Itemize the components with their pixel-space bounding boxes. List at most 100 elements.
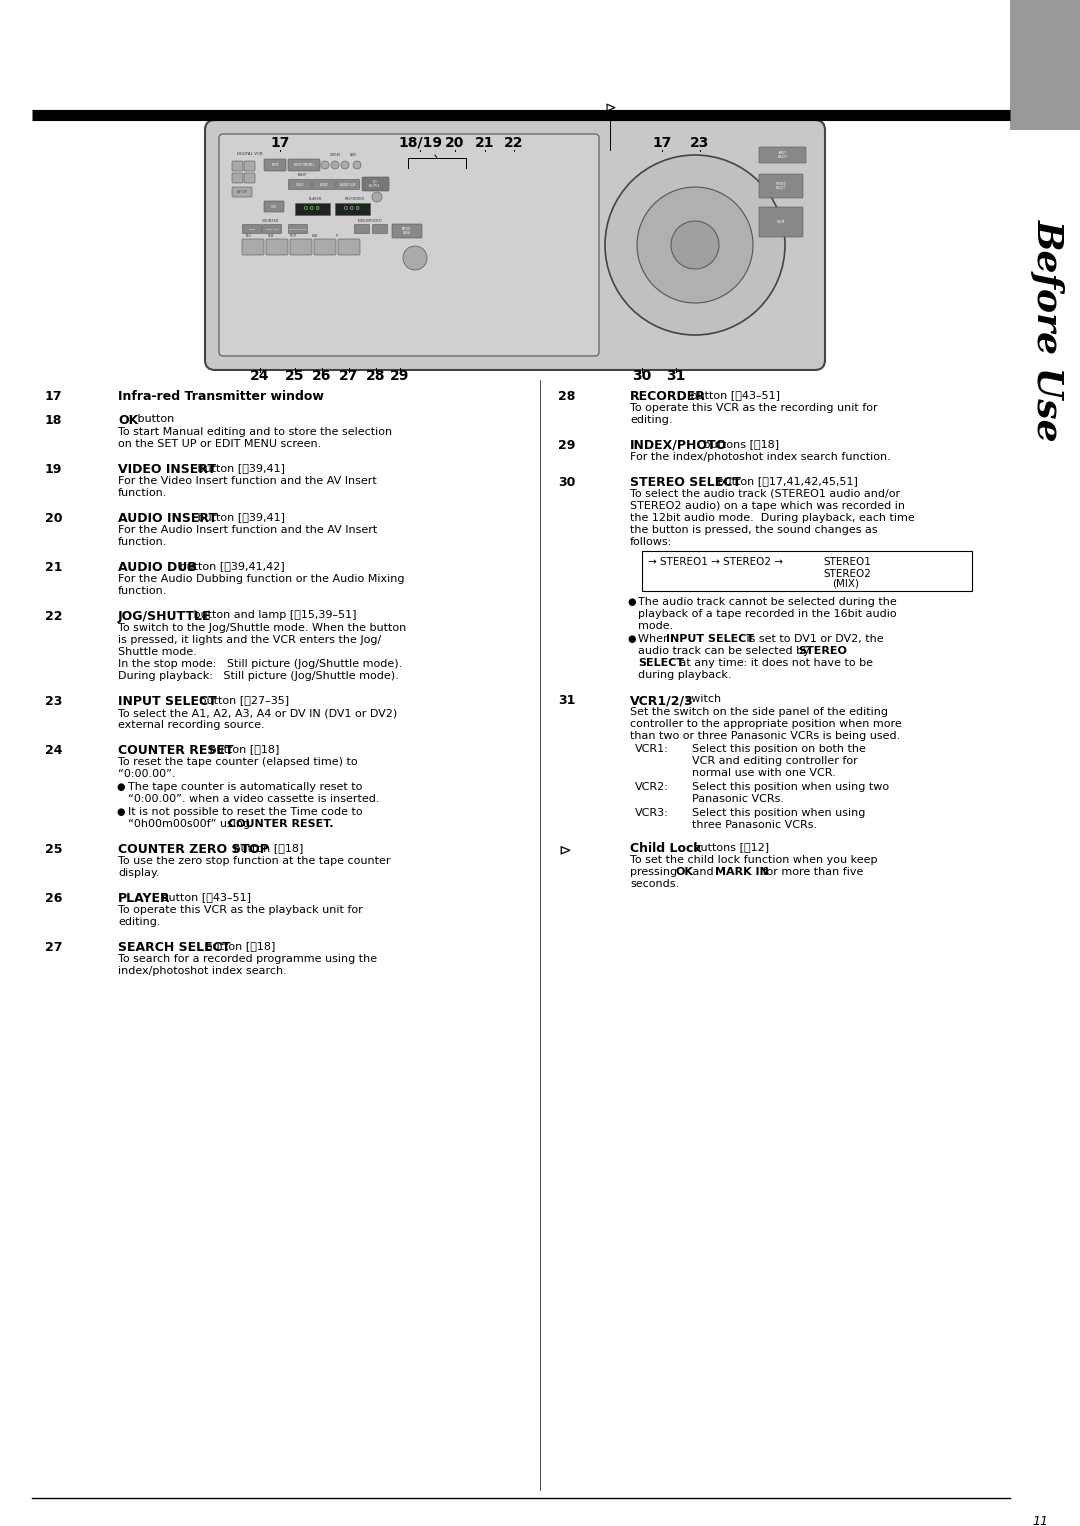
Text: ●: ● [116,781,124,792]
Bar [642,551,972,591]
Text: To operate this VCR as the recording unit for: To operate this VCR as the recording uni… [630,403,878,414]
Text: on the SET UP or EDIT MENU screen.: on the SET UP or EDIT MENU screen. [118,439,321,449]
Text: button [⌹43–51]: button [⌹43–51] [158,893,251,902]
Text: VCR1:: VCR1: [635,745,669,754]
Text: display.: display. [118,868,160,877]
Text: button [⌹18]: button [⌹18] [206,745,280,754]
Text: 24: 24 [45,745,63,757]
Text: 31: 31 [666,369,686,383]
Text: is set to DV1 or DV2, the: is set to DV1 or DV2, the [743,633,883,644]
Text: RECORDER: RECORDER [630,391,706,403]
Text: “0h00m00s00f” using: “0h00m00s00f” using [129,819,254,829]
Text: SELECT: SELECT [638,658,684,668]
Text: JOG/
SHUTTLE: JOG/ SHUTTLE [369,180,380,188]
Text: To set the child lock function when you keep: To set the child lock function when you … [630,855,877,865]
Text: index/photoshot index search.: index/photoshot index search. [118,966,287,977]
Text: INPUT
SELECT: INPUT SELECT [778,151,788,159]
Text: 25: 25 [285,369,305,383]
Text: REG: REG [246,233,252,238]
Text: is pressed, it lights and the VCR enters the Jog/: is pressed, it lights and the VCR enters… [118,635,381,645]
Text: PLAY: PLAY [312,233,319,238]
Text: INDEX/PHOTO: INDEX/PHOTO [357,220,382,223]
Text: To start Manual editing and to store the selection: To start Manual editing and to store the… [118,427,392,436]
Text: (MIX): (MIX) [832,578,859,589]
Text: ●: ● [627,597,635,607]
Text: playback of a tape recorded in the 16bit audio: playback of a tape recorded in the 16bit… [638,609,896,620]
Text: controller to the appropriate position when more: controller to the appropriate position w… [630,719,902,729]
Text: STOP: STOP [289,233,297,238]
Text: OK: OK [271,204,276,209]
Circle shape [321,162,329,169]
Bar [1010,0,1080,130]
Text: button [⌹39,41]: button [⌹39,41] [194,462,285,473]
FancyBboxPatch shape [266,240,288,255]
Text: external recording source.: external recording source. [118,720,265,729]
Text: for more than five: for more than five [759,867,863,877]
Text: COUNTER RESET: COUNTER RESET [118,745,233,757]
Text: → STEREO1 → STEREO2 →: → STEREO1 → STEREO2 → [648,557,783,568]
FancyBboxPatch shape [314,240,336,255]
Text: The tape counter is automatically reset to: The tape counter is automatically reset … [129,781,363,792]
Text: 20: 20 [45,513,63,525]
Text: STEREO1: STEREO1 [823,557,870,568]
Text: COUNTER ZERO STOP: COUNTER ZERO STOP [118,842,269,856]
Text: VIDEO INSERT: VIDEO INSERT [118,462,216,476]
Text: Infra-red Transmitter window: Infra-red Transmitter window [118,391,324,403]
Text: COUNTER RESET.: COUNTER RESET. [228,819,334,829]
Text: For the Audio Dubbing function or the Audio Mixing: For the Audio Dubbing function or the Au… [118,574,405,584]
Text: To select the audio track (STEREO1 audio and/or: To select the audio track (STEREO1 audio… [630,488,900,499]
Text: 26: 26 [312,369,332,383]
FancyBboxPatch shape [354,224,369,233]
Circle shape [330,162,339,169]
Text: DATE: DATE [349,153,356,157]
Text: EXIT: EXIT [271,163,279,166]
Text: button [⌹39,41,42]: button [⌹39,41,42] [176,562,285,571]
Text: EDIT MENU: EDIT MENU [294,163,314,166]
Text: 11: 11 [1032,1515,1048,1526]
Text: To operate this VCR as the playback unit for: To operate this VCR as the playback unit… [118,905,363,916]
Text: buttons [⌹18]: buttons [⌹18] [700,439,779,449]
Text: 0 0 0: 0 0 0 [345,206,360,212]
Text: 21: 21 [475,136,495,150]
FancyBboxPatch shape [244,172,255,183]
Text: OK: OK [118,414,138,427]
FancyBboxPatch shape [288,159,320,171]
Text: MARK IN: MARK IN [715,867,769,877]
FancyBboxPatch shape [373,224,388,233]
Text: 18/19: 18/19 [399,136,442,150]
Text: 30: 30 [558,476,576,488]
FancyBboxPatch shape [337,180,360,189]
Circle shape [341,162,349,169]
Text: VCR and editing controller for: VCR and editing controller for [692,755,858,766]
FancyBboxPatch shape [759,174,804,198]
FancyBboxPatch shape [362,177,389,191]
Text: function.: function. [118,488,167,497]
Text: INSERT: INSERT [298,172,308,177]
FancyBboxPatch shape [244,162,255,171]
Circle shape [605,156,785,336]
Text: editing.: editing. [630,415,673,426]
Text: Set the switch on the side panel of the editing: Set the switch on the side panel of the … [630,707,888,717]
Text: switch: switch [681,694,721,703]
Text: STEREO2: STEREO2 [823,569,870,578]
Text: OK: OK [676,867,693,877]
Text: 17: 17 [652,136,672,150]
Text: INDEX/PHOTO: INDEX/PHOTO [630,439,727,452]
Text: 27: 27 [45,942,63,954]
Text: audio track can be selected by: audio track can be selected by [638,645,813,656]
Text: INPUT SELECT: INPUT SELECT [666,633,754,644]
Text: PLAYER: PLAYER [118,893,171,905]
Text: during playback.: during playback. [638,670,731,681]
Text: editing.: editing. [118,917,161,926]
Text: REW: REW [268,233,274,238]
Bar [335,203,370,215]
FancyBboxPatch shape [232,172,243,183]
Text: 19: 19 [45,462,63,476]
Text: 28: 28 [558,391,576,403]
FancyBboxPatch shape [242,240,264,255]
Text: To search for a recorded programme using the: To search for a recorded programme using… [118,954,377,964]
Text: button [⌹43–51]: button [⌹43–51] [687,391,780,400]
Text: VCR2:: VCR2: [635,781,669,792]
Text: SEARCH SELECT: SEARCH SELECT [118,942,230,954]
Text: button [⌹27–35]: button [⌹27–35] [195,694,289,705]
